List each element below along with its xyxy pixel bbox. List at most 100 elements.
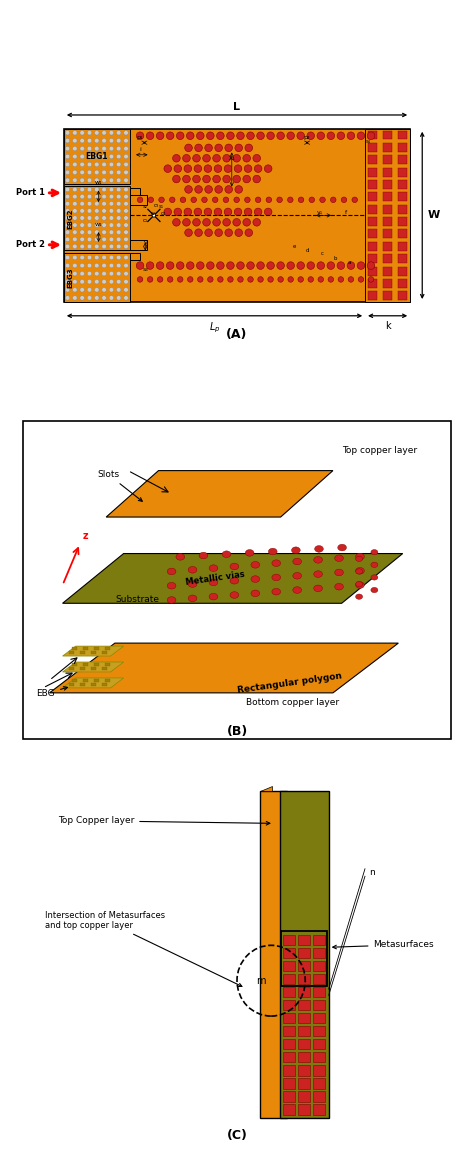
Bar bbox=[283, 1105, 295, 1115]
Bar bbox=[298, 1105, 310, 1115]
Bar bbox=[383, 180, 392, 189]
Circle shape bbox=[272, 560, 281, 567]
Circle shape bbox=[347, 132, 355, 140]
Bar bbox=[313, 1091, 325, 1101]
Circle shape bbox=[94, 288, 99, 292]
Circle shape bbox=[277, 197, 283, 203]
Circle shape bbox=[194, 208, 201, 215]
Circle shape bbox=[124, 288, 128, 292]
Text: L: L bbox=[234, 101, 240, 112]
Circle shape bbox=[327, 132, 335, 140]
Bar bbox=[283, 1013, 295, 1023]
Bar bbox=[130, 240, 147, 250]
Text: c₃: c₃ bbox=[154, 203, 159, 207]
Circle shape bbox=[371, 562, 378, 568]
Circle shape bbox=[65, 162, 70, 166]
Circle shape bbox=[251, 576, 260, 582]
Circle shape bbox=[124, 178, 128, 183]
Circle shape bbox=[245, 229, 253, 236]
Circle shape bbox=[205, 144, 212, 151]
Bar bbox=[398, 205, 407, 214]
Circle shape bbox=[234, 197, 239, 203]
Circle shape bbox=[213, 219, 220, 226]
Circle shape bbox=[73, 230, 77, 234]
Circle shape bbox=[237, 277, 243, 282]
Bar bbox=[368, 279, 377, 288]
Circle shape bbox=[205, 229, 212, 236]
Bar bbox=[398, 267, 407, 276]
Circle shape bbox=[109, 155, 114, 158]
Circle shape bbox=[335, 583, 343, 590]
Circle shape bbox=[224, 165, 232, 172]
Circle shape bbox=[237, 132, 244, 140]
Text: x₁: x₁ bbox=[228, 155, 235, 161]
Circle shape bbox=[109, 147, 114, 151]
Bar bbox=[283, 935, 295, 945]
Circle shape bbox=[272, 574, 281, 581]
Circle shape bbox=[80, 263, 84, 268]
Circle shape bbox=[341, 197, 347, 203]
Circle shape bbox=[94, 255, 99, 260]
Text: Metasurfaces: Metasurfaces bbox=[333, 941, 434, 950]
Circle shape bbox=[73, 255, 77, 260]
Bar bbox=[398, 155, 407, 164]
Circle shape bbox=[87, 263, 92, 268]
Circle shape bbox=[230, 577, 239, 584]
Circle shape bbox=[117, 162, 121, 166]
Circle shape bbox=[73, 139, 77, 143]
Text: a: a bbox=[348, 260, 351, 265]
Circle shape bbox=[94, 187, 99, 192]
Circle shape bbox=[87, 237, 92, 242]
Bar bbox=[283, 987, 295, 998]
Text: c₁: c₁ bbox=[143, 219, 148, 223]
Circle shape bbox=[124, 244, 128, 249]
Bar bbox=[383, 155, 392, 164]
Circle shape bbox=[117, 187, 121, 192]
Bar bbox=[368, 168, 377, 177]
Circle shape bbox=[87, 162, 92, 166]
Circle shape bbox=[213, 155, 220, 162]
Circle shape bbox=[255, 165, 262, 172]
Text: (C): (C) bbox=[227, 1129, 247, 1142]
Bar bbox=[368, 267, 377, 276]
Polygon shape bbox=[106, 470, 333, 517]
Circle shape bbox=[177, 277, 183, 282]
Text: c₂: c₂ bbox=[150, 212, 155, 217]
Circle shape bbox=[65, 271, 70, 276]
Circle shape bbox=[225, 229, 233, 236]
Bar bbox=[298, 947, 310, 958]
Circle shape bbox=[257, 132, 264, 140]
Circle shape bbox=[307, 262, 315, 269]
Text: Port 2: Port 2 bbox=[16, 240, 45, 249]
Circle shape bbox=[80, 178, 84, 183]
Text: m: m bbox=[255, 975, 265, 986]
Circle shape bbox=[102, 155, 106, 158]
Circle shape bbox=[102, 215, 106, 220]
Bar bbox=[72, 679, 77, 682]
Circle shape bbox=[80, 296, 84, 300]
Circle shape bbox=[94, 271, 99, 276]
Circle shape bbox=[124, 296, 128, 300]
Circle shape bbox=[224, 208, 232, 215]
Circle shape bbox=[124, 208, 128, 213]
Circle shape bbox=[73, 296, 77, 300]
Circle shape bbox=[191, 197, 197, 203]
Circle shape bbox=[124, 130, 128, 135]
Circle shape bbox=[243, 176, 250, 183]
Circle shape bbox=[356, 556, 363, 561]
Polygon shape bbox=[63, 662, 124, 672]
Bar bbox=[83, 663, 88, 666]
Circle shape bbox=[73, 208, 77, 213]
Polygon shape bbox=[63, 677, 124, 688]
Circle shape bbox=[65, 263, 70, 268]
Bar bbox=[283, 1025, 295, 1036]
Circle shape bbox=[307, 132, 315, 140]
Bar bbox=[365, 129, 410, 301]
Bar bbox=[398, 254, 407, 263]
Circle shape bbox=[223, 219, 230, 226]
Circle shape bbox=[117, 288, 121, 292]
Bar bbox=[383, 205, 392, 214]
Circle shape bbox=[204, 208, 212, 215]
Circle shape bbox=[264, 208, 272, 215]
Polygon shape bbox=[49, 643, 398, 693]
